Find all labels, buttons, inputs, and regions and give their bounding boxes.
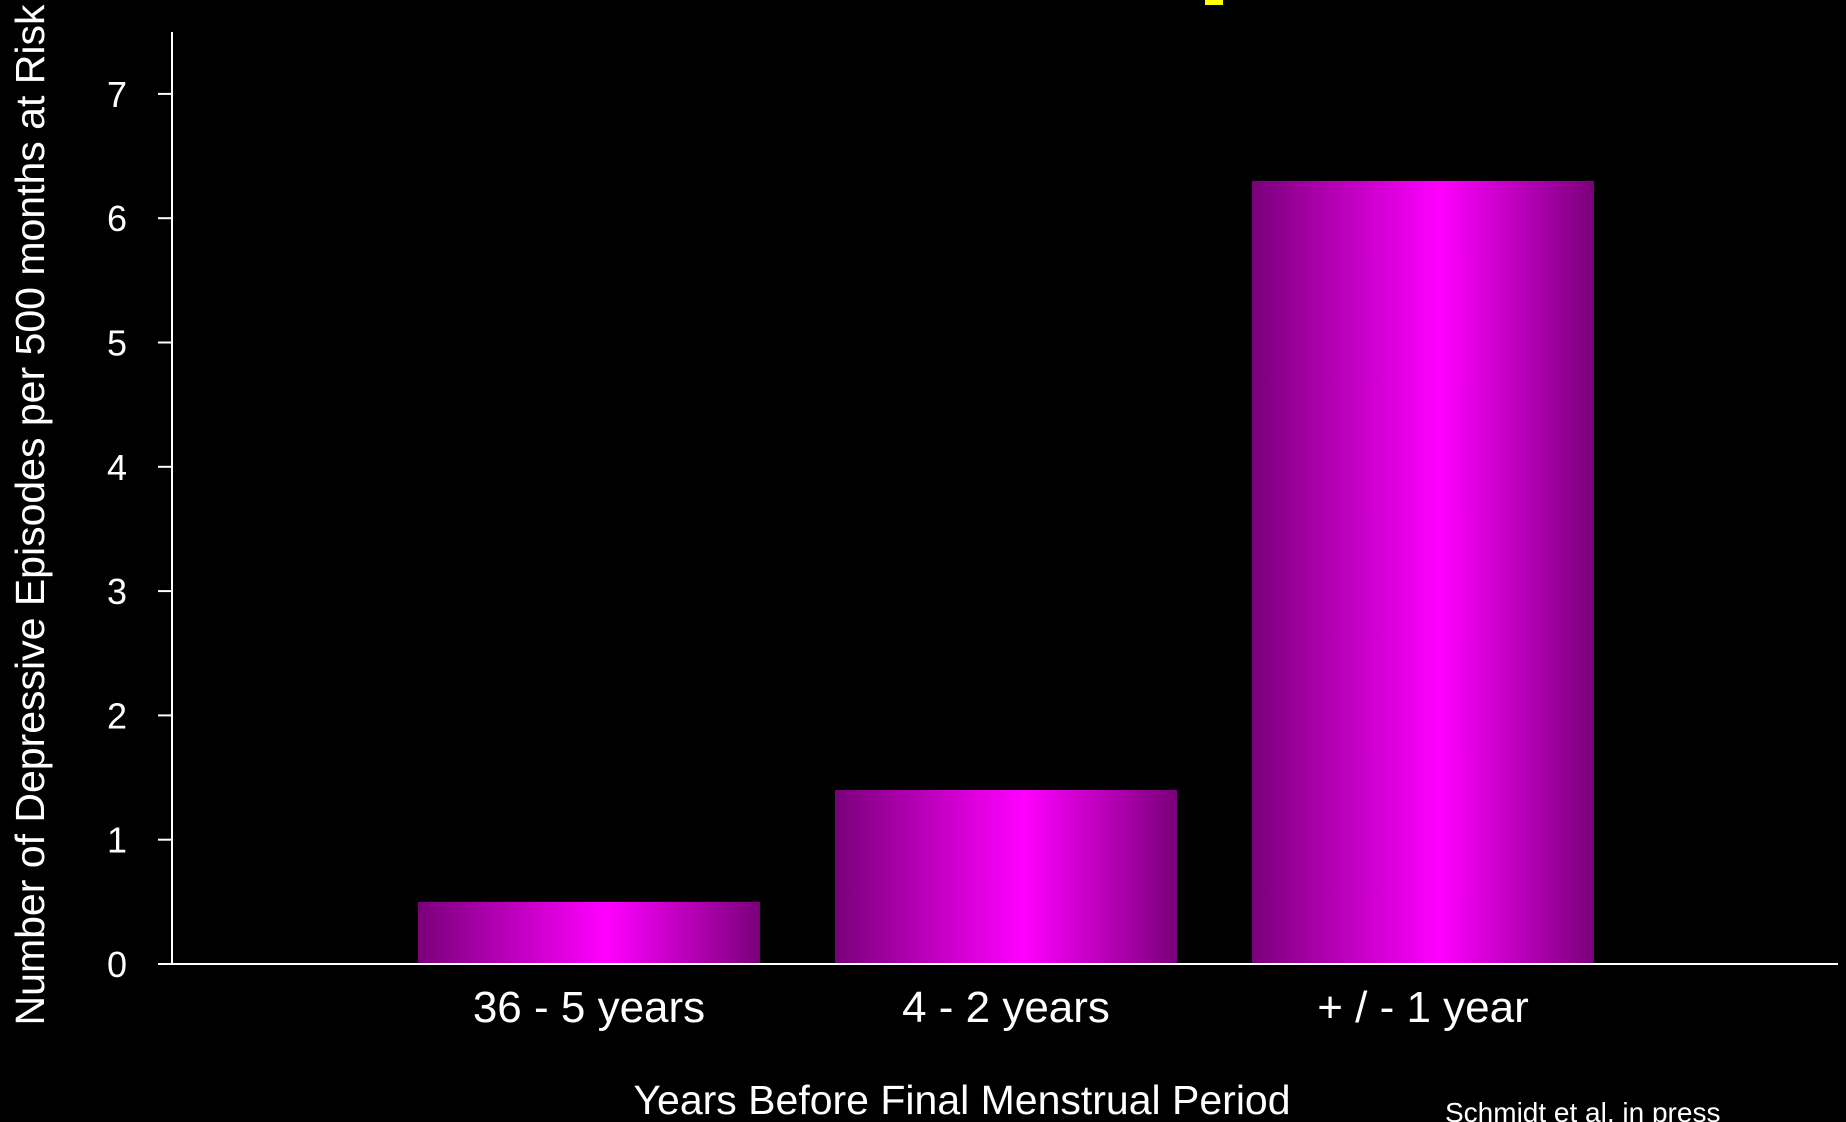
y-tick-label: 0 bbox=[107, 944, 127, 985]
bar-1 bbox=[418, 901, 760, 964]
y-axis-title: Number of Depressive Episodes per 500 mo… bbox=[7, 4, 53, 1025]
x-axis-title: Years Before Final Menstrual Period bbox=[633, 1077, 1290, 1122]
source-note: Schmidt et al, in press bbox=[1445, 1097, 1720, 1122]
y-tick-label: 3 bbox=[107, 571, 127, 612]
x-category-label: + / - 1 year bbox=[1317, 983, 1529, 1032]
title-fragment bbox=[1205, 0, 1223, 5]
x-category-labels: 36 - 5 years 4 - 2 years + / - 1 year bbox=[473, 983, 1529, 1032]
y-tick-label: 1 bbox=[107, 820, 127, 861]
y-ticks: 0 1 2 3 4 5 6 7 bbox=[107, 74, 172, 985]
y-tick-label: 7 bbox=[107, 74, 127, 115]
y-tick-label: 4 bbox=[107, 447, 127, 488]
bar-3 bbox=[1252, 180, 1594, 964]
x-category-label: 36 - 5 years bbox=[473, 983, 705, 1032]
y-tick-label: 5 bbox=[107, 323, 127, 364]
x-category-label: 4 - 2 years bbox=[902, 983, 1110, 1032]
y-tick-label: 6 bbox=[107, 198, 127, 239]
bars-layer bbox=[418, 180, 1594, 964]
bar-2 bbox=[835, 789, 1177, 964]
y-tick-label: 2 bbox=[107, 695, 127, 736]
